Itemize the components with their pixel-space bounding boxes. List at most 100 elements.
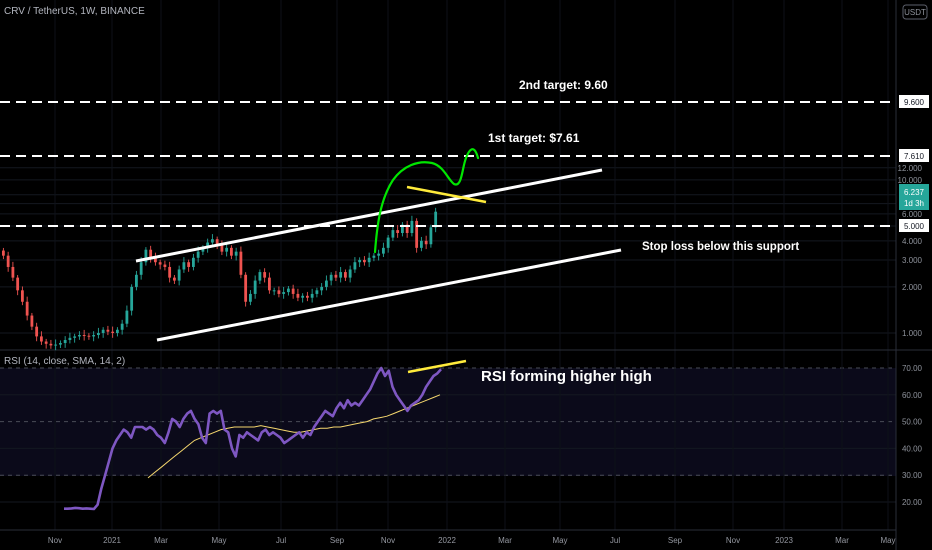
price-tick-label: 12.000 — [898, 164, 923, 173]
time-tick-label: Mar — [835, 536, 849, 545]
candle-body — [92, 335, 96, 337]
rsi-tick-label: 70.00 — [902, 364, 923, 373]
candle-body — [234, 251, 238, 256]
candle-body — [372, 255, 376, 258]
candle-body — [424, 240, 428, 245]
candle-body — [87, 335, 91, 337]
candle-body — [2, 250, 5, 256]
rsi-higher-high-trendline[interactable] — [407, 359, 467, 374]
candle-body — [348, 269, 352, 278]
candle-body — [396, 230, 400, 234]
candle-body — [206, 242, 210, 248]
time-tick-label: Nov — [726, 536, 740, 545]
candle-body — [391, 230, 395, 238]
candle-body — [82, 335, 86, 337]
price-tick-label: 10.000 — [898, 176, 923, 185]
stop-loss-label: Stop loss below this support — [642, 241, 799, 253]
candle-body — [25, 301, 29, 316]
candle-body — [201, 247, 205, 252]
candles — [2, 207, 438, 351]
badge-9600 — [899, 95, 929, 108]
candle-body — [73, 336, 77, 338]
candle-body — [282, 292, 286, 294]
candle-body — [296, 293, 300, 298]
channel-upper-line[interactable] — [135, 168, 603, 263]
candle-body — [405, 224, 409, 234]
candle-body — [168, 266, 172, 278]
rsi-line — [64, 366, 442, 511]
candle-body — [111, 331, 115, 333]
current-price-badge — [899, 184, 929, 210]
projection-drawing[interactable] — [373, 148, 480, 254]
rsi-tick-label: 20.00 — [902, 498, 923, 507]
candle-body — [401, 224, 404, 234]
candle-body — [230, 247, 233, 256]
candle-body — [125, 310, 129, 324]
symbol-title[interactable]: CRV / TetherUS, 1W, BINANCE — [4, 6, 145, 17]
candle-body — [287, 288, 290, 293]
badge-7610 — [899, 149, 929, 162]
rsi-tick-label: 60.00 — [902, 391, 923, 400]
candle-body — [310, 293, 314, 298]
candle-body — [211, 239, 214, 243]
candle-body — [249, 293, 252, 302]
candle-body — [68, 337, 72, 341]
time-axis[interactable]: Nov 2021 Mar May Jul Sep Nov 2022 Mar May Jul Sep No… — [48, 536, 896, 545]
time-tick-label: 2023 — [775, 536, 793, 545]
candle-body — [358, 259, 362, 263]
candle-body — [6, 255, 10, 267]
candle-body — [78, 335, 81, 337]
badge-7610-text: 7.610 — [904, 152, 925, 161]
candle-body — [434, 211, 438, 228]
channel-lower-line[interactable] — [156, 248, 622, 342]
price-resistance-trendline[interactable] — [406, 185, 487, 204]
candle-body — [239, 251, 243, 275]
rsi-axis[interactable]: 70.00 60.00 50.00 40.00 30.00 20.00 — [902, 364, 923, 507]
candle-body — [377, 253, 381, 256]
candle-body — [54, 344, 58, 346]
currency-badge-label: USDT — [904, 8, 926, 17]
candle-body — [301, 295, 305, 298]
candle-body — [97, 333, 100, 336]
first-target-label: 1st target: $7.61 — [488, 131, 580, 145]
candle-body — [120, 323, 124, 330]
candle-body — [40, 336, 43, 342]
currency-badge[interactable] — [902, 4, 928, 20]
candle-body — [306, 295, 309, 298]
candle-body — [220, 244, 224, 252]
badge-5000 — [899, 219, 929, 232]
rsi-annotation-label: RSI forming higher high — [481, 368, 652, 385]
time-tick-label: Nov — [381, 536, 395, 545]
time-tick-label: May — [211, 536, 226, 545]
candle-body — [35, 326, 39, 337]
candle-body — [339, 272, 343, 278]
time-tick-label: Nov — [48, 536, 62, 545]
candle-body — [320, 286, 324, 291]
candle-body — [367, 257, 371, 263]
second-target-label: 2nd target: 9.60 — [519, 78, 608, 92]
time-tick-label: Mar — [154, 536, 168, 545]
candle-body — [11, 266, 15, 278]
candle-body — [386, 237, 390, 248]
time-tick-label: Jul — [276, 536, 286, 545]
candle-body — [116, 329, 119, 333]
candle-body — [63, 340, 67, 344]
countdown-text: 1d 3h — [904, 199, 924, 208]
candle-body — [263, 272, 267, 278]
time-tick-label: May — [552, 536, 567, 545]
candle-body — [149, 249, 153, 258]
candle-body — [363, 259, 366, 263]
current-price-text: 6.237 — [904, 188, 925, 197]
candle-body — [268, 277, 271, 291]
time-tick-label: Jul — [610, 536, 620, 545]
candle-body — [30, 315, 34, 327]
rsi-title[interactable]: RSI (14, close, SMA, 14, 2) — [4, 356, 125, 367]
candle-body — [344, 272, 347, 278]
candle-body — [154, 257, 157, 263]
candle-body — [329, 274, 333, 281]
rsi-tick-label: 30.00 — [902, 471, 923, 480]
candle-body — [182, 262, 186, 270]
candle-body — [177, 269, 181, 281]
rsi-tick-label: 40.00 — [902, 444, 923, 453]
